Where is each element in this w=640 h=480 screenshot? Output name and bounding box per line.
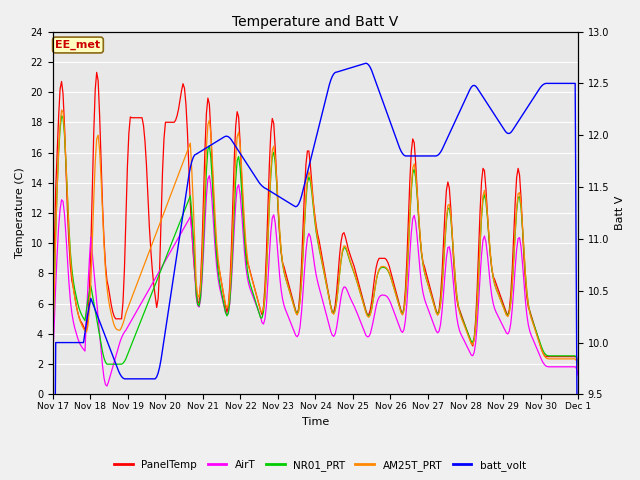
Y-axis label: Batt V: Batt V — [615, 196, 625, 230]
X-axis label: Time: Time — [302, 417, 329, 427]
Title: Temperature and Batt V: Temperature and Batt V — [232, 15, 399, 29]
Text: EE_met: EE_met — [56, 40, 100, 50]
Y-axis label: Temperature (C): Temperature (C) — [15, 168, 25, 258]
Legend: PanelTemp, AirT, NR01_PRT, AM25T_PRT, batt_volt: PanelTemp, AirT, NR01_PRT, AM25T_PRT, ba… — [110, 456, 530, 475]
